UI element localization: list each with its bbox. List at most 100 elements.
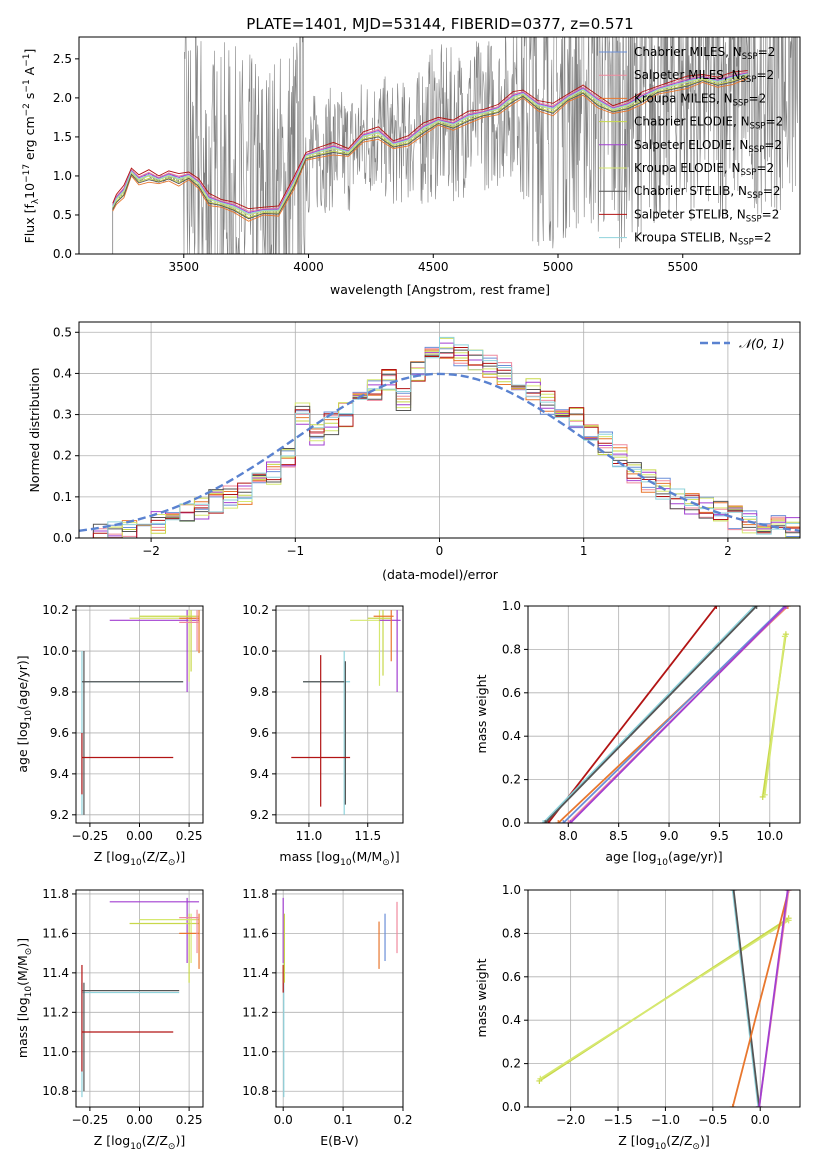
x-axis-label: age [log10(age/yr)] [605,849,722,868]
axes-frame [527,889,801,1108]
legend-label: Kroupa MILES, NSSP=2 [634,91,766,108]
plot-area [79,336,800,538]
y-tick-label: 11.4 [42,966,69,980]
gaussian-curve [79,372,800,532]
y-axis-label-part: ] [22,49,37,54]
y-axis-label-part: A [22,66,37,79]
y-tick-label: 2.0 [53,91,72,105]
x-tick-label: 0.25 [176,829,203,843]
figure-title: PLATE=1401, MJD=53144, FIBERID=0377, z=0… [246,15,633,33]
y-axis-label-part: Flux [f [22,204,37,244]
x-tick-label: 0.2 [393,1113,412,1127]
legend-name: Kroupa ELODIE, N [634,161,741,175]
x-axis-label-part: (Z/Z [666,1133,692,1148]
x-tick-label: 4500 [418,260,449,274]
legend-name: Salpeter ELODIE, N [634,138,748,152]
x-tick-label: 5500 [667,260,698,274]
age-vs-mass-panel: 11.0 11.5 9.2 9.4 9.6 9.8 10.0 10.2 mass [log10(… [242,603,404,868]
legend-name: Salpeter MILES, N [634,68,741,82]
x-axis-label-part: ⊙ [168,858,176,868]
legend-sub: SSP [747,191,763,201]
x-tick-label: 9.5 [710,829,729,843]
x-axis-label-part: 10 [340,858,352,868]
legend-label: Chabrier STELIB, NSSP=2 [634,184,781,201]
y-tick-label: 1.5 [53,130,72,144]
legend-suffix: =2 [763,184,781,198]
y-tick-label: 10.2 [42,603,69,617]
y-tick-label: 9.6 [250,726,269,740]
x-tick-label: 0.25 [176,1113,203,1127]
x-tick-label: 10.0 [756,829,783,843]
weight-segment [544,606,758,823]
axes-frame [78,36,801,255]
residual-histogram-panel: −2 −1 0 1 2 0.0 0.1 0.2 0.3 0.4 0.5 𝒩(0, 1) (data-mo… [27,321,801,582]
x-axis-label: Z [log10(Z/Z⊙)] [618,1133,709,1152]
weight-marker [555,820,562,823]
y-tick-label: 0.1 [53,490,72,504]
y-axis-label-part: s [22,93,37,104]
y-tick-label: 1.0 [502,599,521,613]
model-line-chabrier-stelib [112,76,748,220]
y-tick-label: 9.8 [250,685,269,699]
x-axis-label-part: )] [390,849,400,864]
plot-area [291,610,401,815]
y-tick-label: 0.2 [53,449,72,463]
legend-suffix: =2 [758,45,776,59]
x-tick-label: 11.0 [296,829,323,843]
y-axis-label: mass weight [474,674,489,753]
y-tick-label: 1.0 [502,883,521,897]
y-tick-label: 11.0 [42,1045,69,1059]
x-axis-label-part: (M/M [352,849,383,864]
y-tick-label: 9.8 [50,685,69,699]
y-axis-label-part: mass [log [15,997,30,1058]
x-tick-label: −2.0 [556,1113,585,1127]
axes-frame [527,605,801,824]
x-axis-label: (data-model)/error [382,567,499,582]
y-tick-label: 9.2 [50,808,69,822]
y-axis-label: age [log10(age/yr)] [15,655,34,772]
y-tick-label: 9.4 [250,767,269,781]
x-tick-label: 8.0 [559,829,578,843]
x-axis-label-part: ⊙ [692,1142,700,1152]
model-line-kroupa-stelib [112,73,748,215]
y-axis-label: mass weight [474,958,489,1037]
x-tick-label: 0.00 [126,1113,153,1127]
y-tick-label: 10.8 [42,1084,69,1098]
x-tick-label: 3500 [169,260,200,274]
y-tick-label: 0.4 [53,366,72,380]
legend-name: Chabrier ELODIE, N [634,115,750,129]
spectrum-data-line [112,37,798,254]
y-tick-label: 0.4 [502,1013,521,1027]
x-axis-label-part: Z [log [94,1133,130,1148]
y-tick-label: 0.5 [53,208,72,222]
weight-segment [731,890,760,1107]
x-tick-label: −2 [142,544,160,558]
legend-name: Salpeter STELIB, N [634,207,746,221]
spectrum-panel: 3500 4000 4500 5000 5500 0.0 0.5 1.0 1.5 2.0 2.5 Fl… [22,36,801,297]
legend-name: Kroupa MILES, N [634,91,733,105]
y-tick-label: 0.6 [502,970,521,984]
x-tick-label: 0.0 [274,1113,293,1127]
weight-marker [540,820,547,823]
y-axis-label-part: (M/M [15,955,30,986]
y-tick-label: 11.2 [42,1005,69,1019]
weight-segment [731,890,790,1107]
x-axis-label: wavelength [Angstrom, rest frame] [330,282,550,297]
legend-name: Kroupa STELIB, N [634,231,738,245]
y-axis-label: Normed distribution [27,368,42,493]
weight-marker [565,820,572,823]
y-tick-label: 10.2 [242,603,269,617]
y-tick-label: 0.4 [502,729,521,743]
legend-label: Chabrier ELODIE, NSSP=2 [634,115,783,132]
y-tick-label: 11.4 [242,966,269,980]
legend-suffix: =2 [756,161,774,175]
plot-area [282,897,398,1098]
weight-marker [783,606,790,609]
x-axis-label-part: Z [log [618,1133,654,1148]
mass-weight-vs-Z-panel: −2.0 −1.5 −1.0 −0.5 0.0 0.0 0.2 0.4 0.6 0.8 1.0 Z [… [474,883,801,1152]
plot-area [81,897,200,1098]
weight-segment [763,636,786,795]
model-line-kroupa-elodie [112,74,748,216]
model-line-salpeter-miles [112,71,748,212]
